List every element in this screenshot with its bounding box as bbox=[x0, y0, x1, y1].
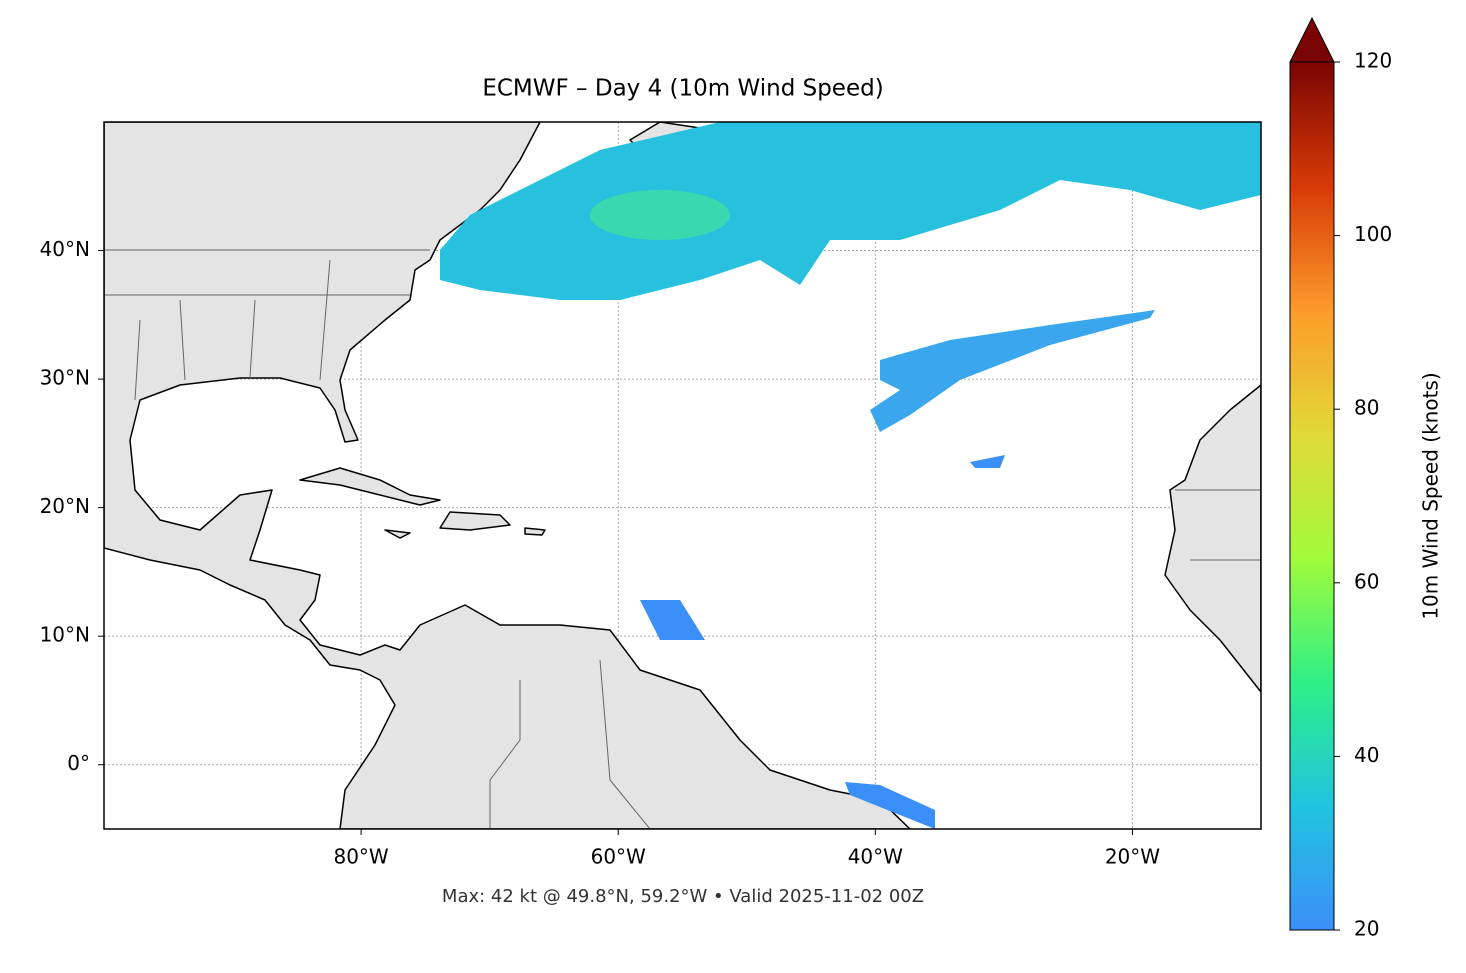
x-tick-label: 60°W bbox=[591, 845, 646, 869]
annotation: Max: 42 kt @ 49.8°N, 59.2°W • Valid 2025… bbox=[442, 886, 924, 907]
colorbar bbox=[1289, 61, 1335, 931]
wind-field bbox=[845, 782, 935, 829]
country-borders bbox=[104, 249, 1261, 829]
colorbar-tick-label: 100 bbox=[1354, 222, 1392, 246]
puerto-rico bbox=[524, 527, 546, 536]
x-tick-label: 40°W bbox=[848, 845, 903, 869]
y-tick-label: 40°N bbox=[40, 237, 90, 261]
colorbar-tick-label: 20 bbox=[1354, 917, 1379, 941]
wind-field bbox=[970, 455, 1005, 468]
x-tick-label: 80°W bbox=[333, 845, 388, 869]
wind-field bbox=[440, 122, 1261, 300]
y-tick-label: 0° bbox=[67, 751, 90, 775]
americas bbox=[104, 122, 911, 829]
colorbar-label: 10m Wind Speed (knots) bbox=[1419, 372, 1443, 619]
y-tick-label: 20°N bbox=[40, 494, 90, 518]
wind-field-core bbox=[590, 190, 730, 240]
colorbar-tick-label: 60 bbox=[1354, 569, 1379, 593]
y-tick-label: 30°N bbox=[40, 366, 90, 390]
cuba bbox=[299, 467, 441, 506]
x-tick-label: 20°W bbox=[1105, 845, 1160, 869]
africa bbox=[1164, 384, 1261, 693]
wind-field bbox=[640, 600, 705, 640]
wind-field bbox=[870, 310, 1155, 432]
y-tick-label: 10°N bbox=[40, 623, 90, 647]
colorbar-tick-label: 40 bbox=[1354, 743, 1379, 767]
jamaica bbox=[384, 529, 411, 539]
chart-title: ECMWF – Day 4 (10m Wind Speed) bbox=[482, 76, 883, 102]
colorbar-extend bbox=[1289, 16, 1335, 63]
colorbar-tick-label: 80 bbox=[1354, 396, 1379, 420]
colorbar-tick-label: 120 bbox=[1354, 49, 1392, 73]
hispaniola bbox=[439, 511, 511, 531]
map-area bbox=[104, 122, 1261, 829]
map-frame bbox=[103, 121, 1262, 830]
